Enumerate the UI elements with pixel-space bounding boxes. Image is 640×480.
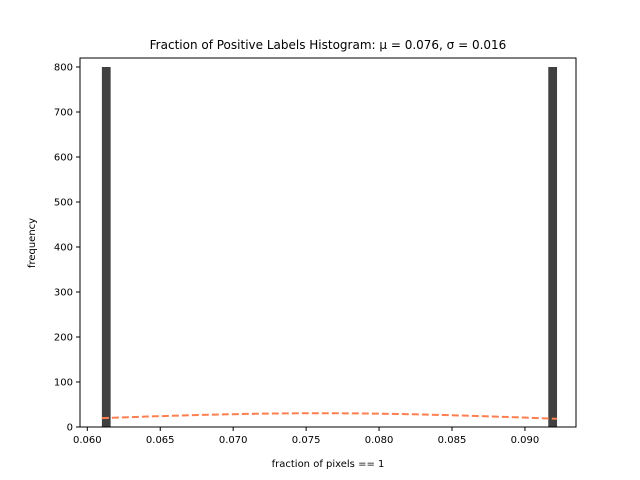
x-tick-label: 0.075: [292, 435, 321, 446]
x-tick-label: 0.065: [146, 435, 175, 446]
histogram-bar-2: [548, 67, 558, 427]
x-tick-label: 0.080: [365, 435, 394, 446]
axes-layer: [79, 57, 577, 428]
y-tick-label: 600: [54, 153, 73, 164]
fit-curve-layer: [101, 412, 558, 420]
x-tick-label: 0.085: [438, 435, 467, 446]
plot-frame: [79, 57, 577, 428]
y-tick-label: 800: [54, 63, 73, 74]
bars-layer: [101, 67, 558, 427]
x-axis-label: fraction of pixels == 1: [272, 459, 385, 470]
y-axis-label: frequency: [27, 218, 38, 268]
y-tick-label: 500: [54, 198, 73, 209]
y-tick-label: 0: [67, 423, 73, 434]
y-tick-label: 400: [54, 243, 73, 254]
y-tick-label: 100: [54, 378, 73, 389]
y-tick-label: 300: [54, 288, 73, 299]
x-tick-label: 0.090: [511, 435, 540, 446]
chart-title-main: Fraction of Positive Labels Histogram: [150, 38, 372, 52]
x-tick-label: 0.060: [73, 435, 102, 446]
histogram-bar-1: [101, 67, 111, 427]
y-axis-ticks: 0 100 200 300 400 500 600 700 800: [54, 63, 80, 434]
y-tick-label: 700: [54, 108, 73, 119]
normal-fit-line: [101, 412, 558, 420]
chart-title: Fraction of Positive Labels Histogram: μ…: [150, 38, 507, 52]
chart-title-stats: : μ = 0.076, σ = 0.016: [372, 38, 507, 52]
x-tick-label: 0.070: [219, 435, 248, 446]
x-axis-ticks: 0.060 0.065 0.070 0.075 0.080 0.085 0.090: [73, 427, 539, 446]
y-tick-label: 200: [54, 333, 73, 344]
